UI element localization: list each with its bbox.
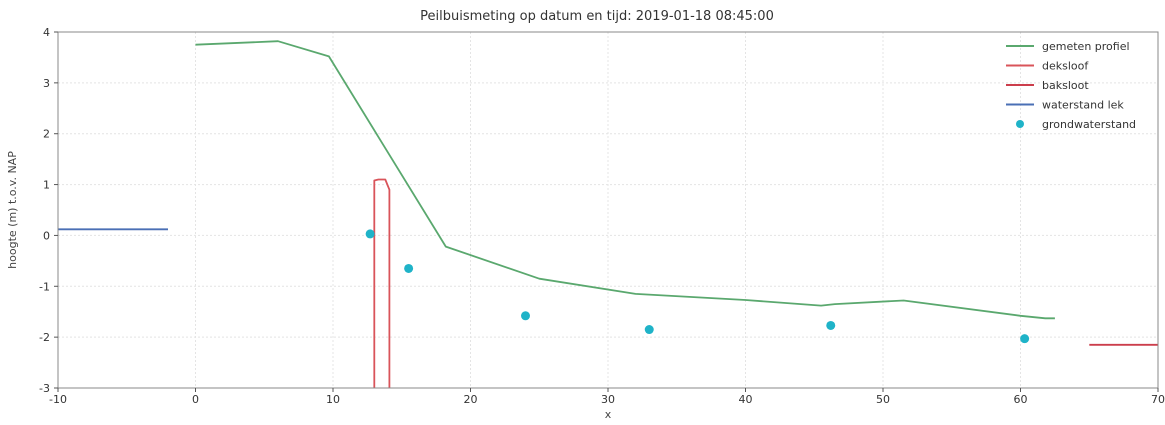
y-tick-label: 1 — [43, 179, 50, 192]
x-tick-label: 60 — [1014, 393, 1028, 406]
x-tick-label: 70 — [1151, 393, 1165, 406]
chart-grid — [57, 31, 1159, 389]
grondwaterstand-point — [826, 320, 836, 330]
legend-label-waterstand-lek: waterstand lek — [1042, 99, 1124, 112]
legend-label-grondwaterstand: grondwaterstand — [1042, 118, 1136, 131]
x-tick-label: 50 — [876, 393, 890, 406]
grondwaterstand-point — [521, 311, 530, 321]
legend-label-deksloof: deksloof — [1042, 60, 1089, 73]
x-tick-label: 10 — [326, 393, 340, 406]
x-tick-label: 20 — [464, 393, 478, 406]
grondwaterstand-point — [365, 229, 375, 239]
x-tick-label: 40 — [739, 393, 753, 406]
legend-label-gemeten-profiel: gemeten profiel — [1042, 40, 1130, 53]
y-axis-label: hoogte (m) t.o.v. NAP — [6, 151, 19, 269]
y-tick-label: -2 — [39, 331, 50, 344]
legend-marker-grondwaterstand — [1016, 120, 1024, 128]
y-tick-label: 4 — [43, 26, 50, 39]
grondwaterstand-point — [644, 325, 654, 335]
y-tick-label: 2 — [43, 128, 50, 141]
grondwaterstand-point — [1020, 334, 1030, 344]
x-tick-label: 30 — [601, 393, 615, 406]
grondwaterstand-point — [404, 263, 414, 273]
chart-title: Peilbuismeting op datum en tijd: 2019-01… — [420, 9, 774, 24]
y-tick-label: -3 — [39, 382, 50, 395]
gemeten-profiel-line — [195, 40, 1055, 320]
y-tick-label: 0 — [43, 229, 50, 242]
series-layer — [58, 40, 1158, 388]
legend: gemeten profiel deksloof baksloot waterstan… — [1006, 40, 1136, 131]
y-tick-label: -1 — [39, 280, 50, 293]
legend-label-baksloot: baksloot — [1042, 79, 1089, 92]
deksloof-line — [373, 178, 391, 388]
x-tick-label: -10 — [49, 393, 67, 406]
y-tick-label: 3 — [43, 77, 50, 90]
x-tick-label: 0 — [192, 393, 199, 406]
x-axis-label: x — [605, 408, 612, 421]
